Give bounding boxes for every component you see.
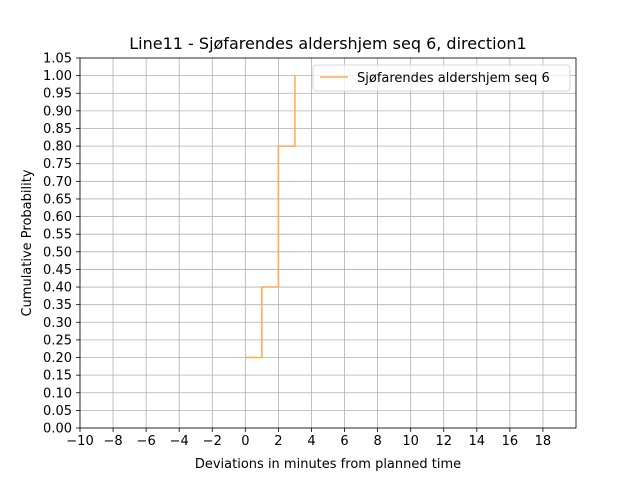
y-tick-label: 0.00 [43,422,72,437]
y-tick-label: 0.60 [43,210,72,225]
x-gridlines [79,58,544,428]
x-tick-label: −8 [103,434,122,449]
x-tick-label: 8 [373,434,381,449]
y-tick-label: 0.15 [43,369,72,384]
x-tick-label: 16 [502,434,519,449]
y-tick-label: 0.80 [43,140,72,155]
legend-label-series-1: Sjøfarendes aldershjem seq 6 [357,71,550,86]
y-tick-label: 0.90 [43,104,72,119]
plot-area-background [80,58,576,428]
y-tick-label: 0.50 [43,245,72,260]
y-tick-label: 0.75 [43,157,72,172]
x-tick-label: −4 [170,434,189,449]
series-line-1 [245,75,296,359]
y-axis-label: Cumulative Probability [20,169,35,316]
y-tick-label: 0.55 [43,228,72,243]
series-layer [245,75,296,359]
x-tick-label: 12 [435,434,452,449]
x-tick-label: −6 [137,434,156,449]
x-tick-label: 4 [307,434,315,449]
chart-title: Line11 - Sjøfarendes aldershjem seq 6, d… [129,34,526,53]
x-axis-label: Deviations in minutes from planned time [195,457,461,472]
x-tick-label: 10 [402,434,419,449]
y-tick-label: 1.05 [43,52,72,67]
x-tick-label: −2 [203,434,222,449]
y-tick-label: 0.20 [43,351,72,366]
x-axis-ticks: −10 −8 −6 −4 −2 0 2 4 6 8 10 12 14 16 18 [66,428,551,449]
y-axis-ticks: 0.00 0.05 0.10 0.15 0.20 0.25 0.30 0.35 0.40 0.45… [43,52,80,437]
y-tick-label: 0.45 [43,263,72,278]
plot-area-frame [79,57,577,429]
y-tick-label: 0.25 [43,333,72,348]
legend: Sjøfarendes aldershjem seq 6 [312,64,571,92]
x-tick-label: 0 [241,434,249,449]
x-tick-label: −10 [66,434,93,449]
x-tick-label: 14 [469,434,486,449]
y-tick-label: 0.65 [43,192,72,207]
y-tick-label: 0.95 [43,87,72,102]
x-tick-label: 6 [340,434,348,449]
x-tick-label: 18 [535,434,552,449]
legend-box [312,64,571,92]
y-tick-label: 0.30 [43,316,72,331]
y-tick-label: 0.40 [43,281,72,296]
y-tick-label: 0.70 [43,175,72,190]
y-tick-label: 0.35 [43,298,72,313]
y-tick-label: 0.10 [43,386,72,401]
y-tick-label: 0.85 [43,122,72,137]
y-tick-label: 0.05 [43,404,72,419]
x-tick-label: 2 [274,434,282,449]
y-tick-label: 1.00 [43,69,72,84]
